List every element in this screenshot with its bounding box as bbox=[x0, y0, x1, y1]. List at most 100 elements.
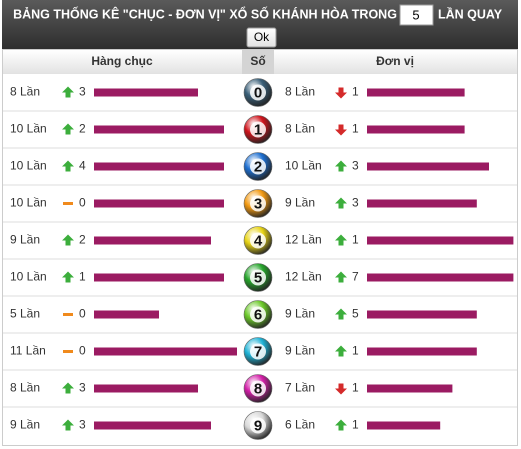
quay-input-value: 5 bbox=[412, 7, 419, 22]
count-bar bbox=[367, 88, 465, 97]
ok-button-label: Ok bbox=[254, 30, 270, 44]
trend-same-icon bbox=[63, 350, 73, 353]
count-bar bbox=[367, 421, 441, 430]
number-ball-label: 2 bbox=[254, 158, 262, 175]
change-value: 3 bbox=[79, 381, 86, 395]
change-value: 5 bbox=[352, 307, 359, 321]
number-ball-label: 7 bbox=[254, 343, 262, 360]
number-ball-label: 5 bbox=[254, 269, 262, 286]
number-ball-label: 6 bbox=[254, 306, 262, 323]
count-bar bbox=[94, 236, 211, 245]
change-value: 1 bbox=[352, 344, 359, 358]
number-ball-face bbox=[250, 269, 266, 286]
count-bar bbox=[367, 199, 477, 208]
count-label: 10 Lần bbox=[10, 270, 47, 284]
count-label: 9 Lần bbox=[10, 418, 40, 432]
count-label: 10 Lần bbox=[10, 196, 47, 210]
number-ball-label: 0 bbox=[254, 84, 262, 101]
change-value: 3 bbox=[79, 418, 86, 432]
trend-up-icon bbox=[335, 197, 347, 209]
change-value: 3 bbox=[352, 196, 359, 210]
count-bar bbox=[367, 310, 477, 319]
column-header: Hàng chục bbox=[91, 54, 153, 68]
number-ball-face bbox=[250, 417, 266, 434]
count-label: 9 Lần bbox=[10, 233, 40, 247]
number-ball-label: 1 bbox=[254, 121, 262, 138]
count-bar bbox=[94, 162, 224, 171]
count-bar bbox=[94, 310, 159, 319]
count-label: 10 Lần bbox=[10, 159, 47, 173]
count-bar bbox=[367, 162, 489, 171]
count-label: 8 Lần bbox=[285, 122, 315, 136]
change-value: 2 bbox=[79, 233, 86, 247]
count-label: 9 Lần bbox=[285, 344, 315, 358]
trend-up-icon bbox=[62, 382, 74, 394]
count-bar bbox=[367, 236, 514, 245]
change-value: 1 bbox=[352, 233, 359, 247]
trend-up-icon bbox=[335, 419, 347, 431]
change-value: 2 bbox=[79, 122, 86, 136]
change-value: 0 bbox=[79, 344, 86, 358]
trend-up-icon bbox=[335, 160, 347, 172]
trend-same-icon bbox=[63, 202, 73, 205]
count-label: 9 Lần bbox=[285, 307, 315, 321]
trend-up-icon bbox=[335, 308, 347, 320]
trend-up-icon bbox=[335, 345, 347, 357]
count-bar bbox=[94, 421, 211, 430]
count-label: 7 Lần bbox=[285, 381, 315, 395]
column-header-highlight bbox=[242, 50, 274, 74]
trend-up-icon bbox=[62, 160, 74, 172]
count-bar bbox=[367, 125, 465, 134]
count-label: 8 Lần bbox=[10, 85, 40, 99]
quay-input[interactable] bbox=[399, 4, 434, 26]
count-label: 8 Lần bbox=[10, 381, 40, 395]
count-label: 6 Lần bbox=[285, 418, 315, 432]
count-label: 8 Lần bbox=[285, 85, 315, 99]
trend-up-icon bbox=[62, 419, 74, 431]
trend-down-icon bbox=[335, 383, 347, 395]
number-ball-face bbox=[250, 158, 266, 175]
trend-same-icon bbox=[63, 313, 73, 316]
count-label: 10 Lần bbox=[10, 122, 47, 136]
header-suffix: LẦN QUAY bbox=[438, 6, 503, 21]
change-value: 1 bbox=[352, 85, 359, 99]
trend-down-icon bbox=[335, 87, 347, 99]
number-ball-face bbox=[250, 306, 266, 323]
change-value: 3 bbox=[79, 85, 86, 99]
count-bar bbox=[367, 384, 453, 393]
change-value: 0 bbox=[79, 196, 86, 210]
count-bar bbox=[94, 273, 224, 282]
count-bar bbox=[367, 273, 514, 282]
count-label: 9 Lần bbox=[285, 196, 315, 210]
change-value: 0 bbox=[79, 307, 86, 321]
ok-button[interactable] bbox=[246, 27, 277, 48]
change-value: 1 bbox=[352, 418, 359, 432]
count-label: 11 Lần bbox=[10, 344, 46, 358]
count-bar bbox=[94, 88, 198, 97]
trend-down-icon bbox=[335, 124, 347, 136]
trend-up-icon bbox=[62, 86, 74, 98]
header-title: BẢNG THỐNG KÊ "CHỤC - ĐƠN VỊ" XỔ SỐ KHÁN… bbox=[13, 6, 397, 21]
change-value: 1 bbox=[352, 381, 359, 395]
column-header: Đơn vị bbox=[376, 54, 414, 68]
count-bar bbox=[94, 199, 224, 208]
count-bar bbox=[367, 347, 477, 356]
change-value: 1 bbox=[352, 122, 359, 136]
number-ball-face bbox=[250, 232, 266, 249]
count-label: 10 Lần bbox=[285, 159, 322, 173]
count-label: 12 Lần bbox=[285, 270, 322, 284]
trend-up-icon bbox=[62, 271, 74, 283]
change-value: 1 bbox=[79, 270, 86, 284]
trend-up-icon bbox=[62, 123, 74, 135]
trend-up-icon bbox=[62, 234, 74, 246]
number-ball-label: 8 bbox=[254, 380, 262, 397]
number-ball-face bbox=[250, 343, 266, 360]
count-label: 5 Lần bbox=[10, 307, 40, 321]
count-bar bbox=[94, 125, 224, 134]
trend-up-icon bbox=[335, 271, 347, 283]
number-ball-face bbox=[250, 84, 266, 101]
number-ball-face bbox=[250, 195, 266, 212]
change-value: 3 bbox=[352, 159, 359, 173]
number-ball-label: 3 bbox=[254, 195, 262, 212]
